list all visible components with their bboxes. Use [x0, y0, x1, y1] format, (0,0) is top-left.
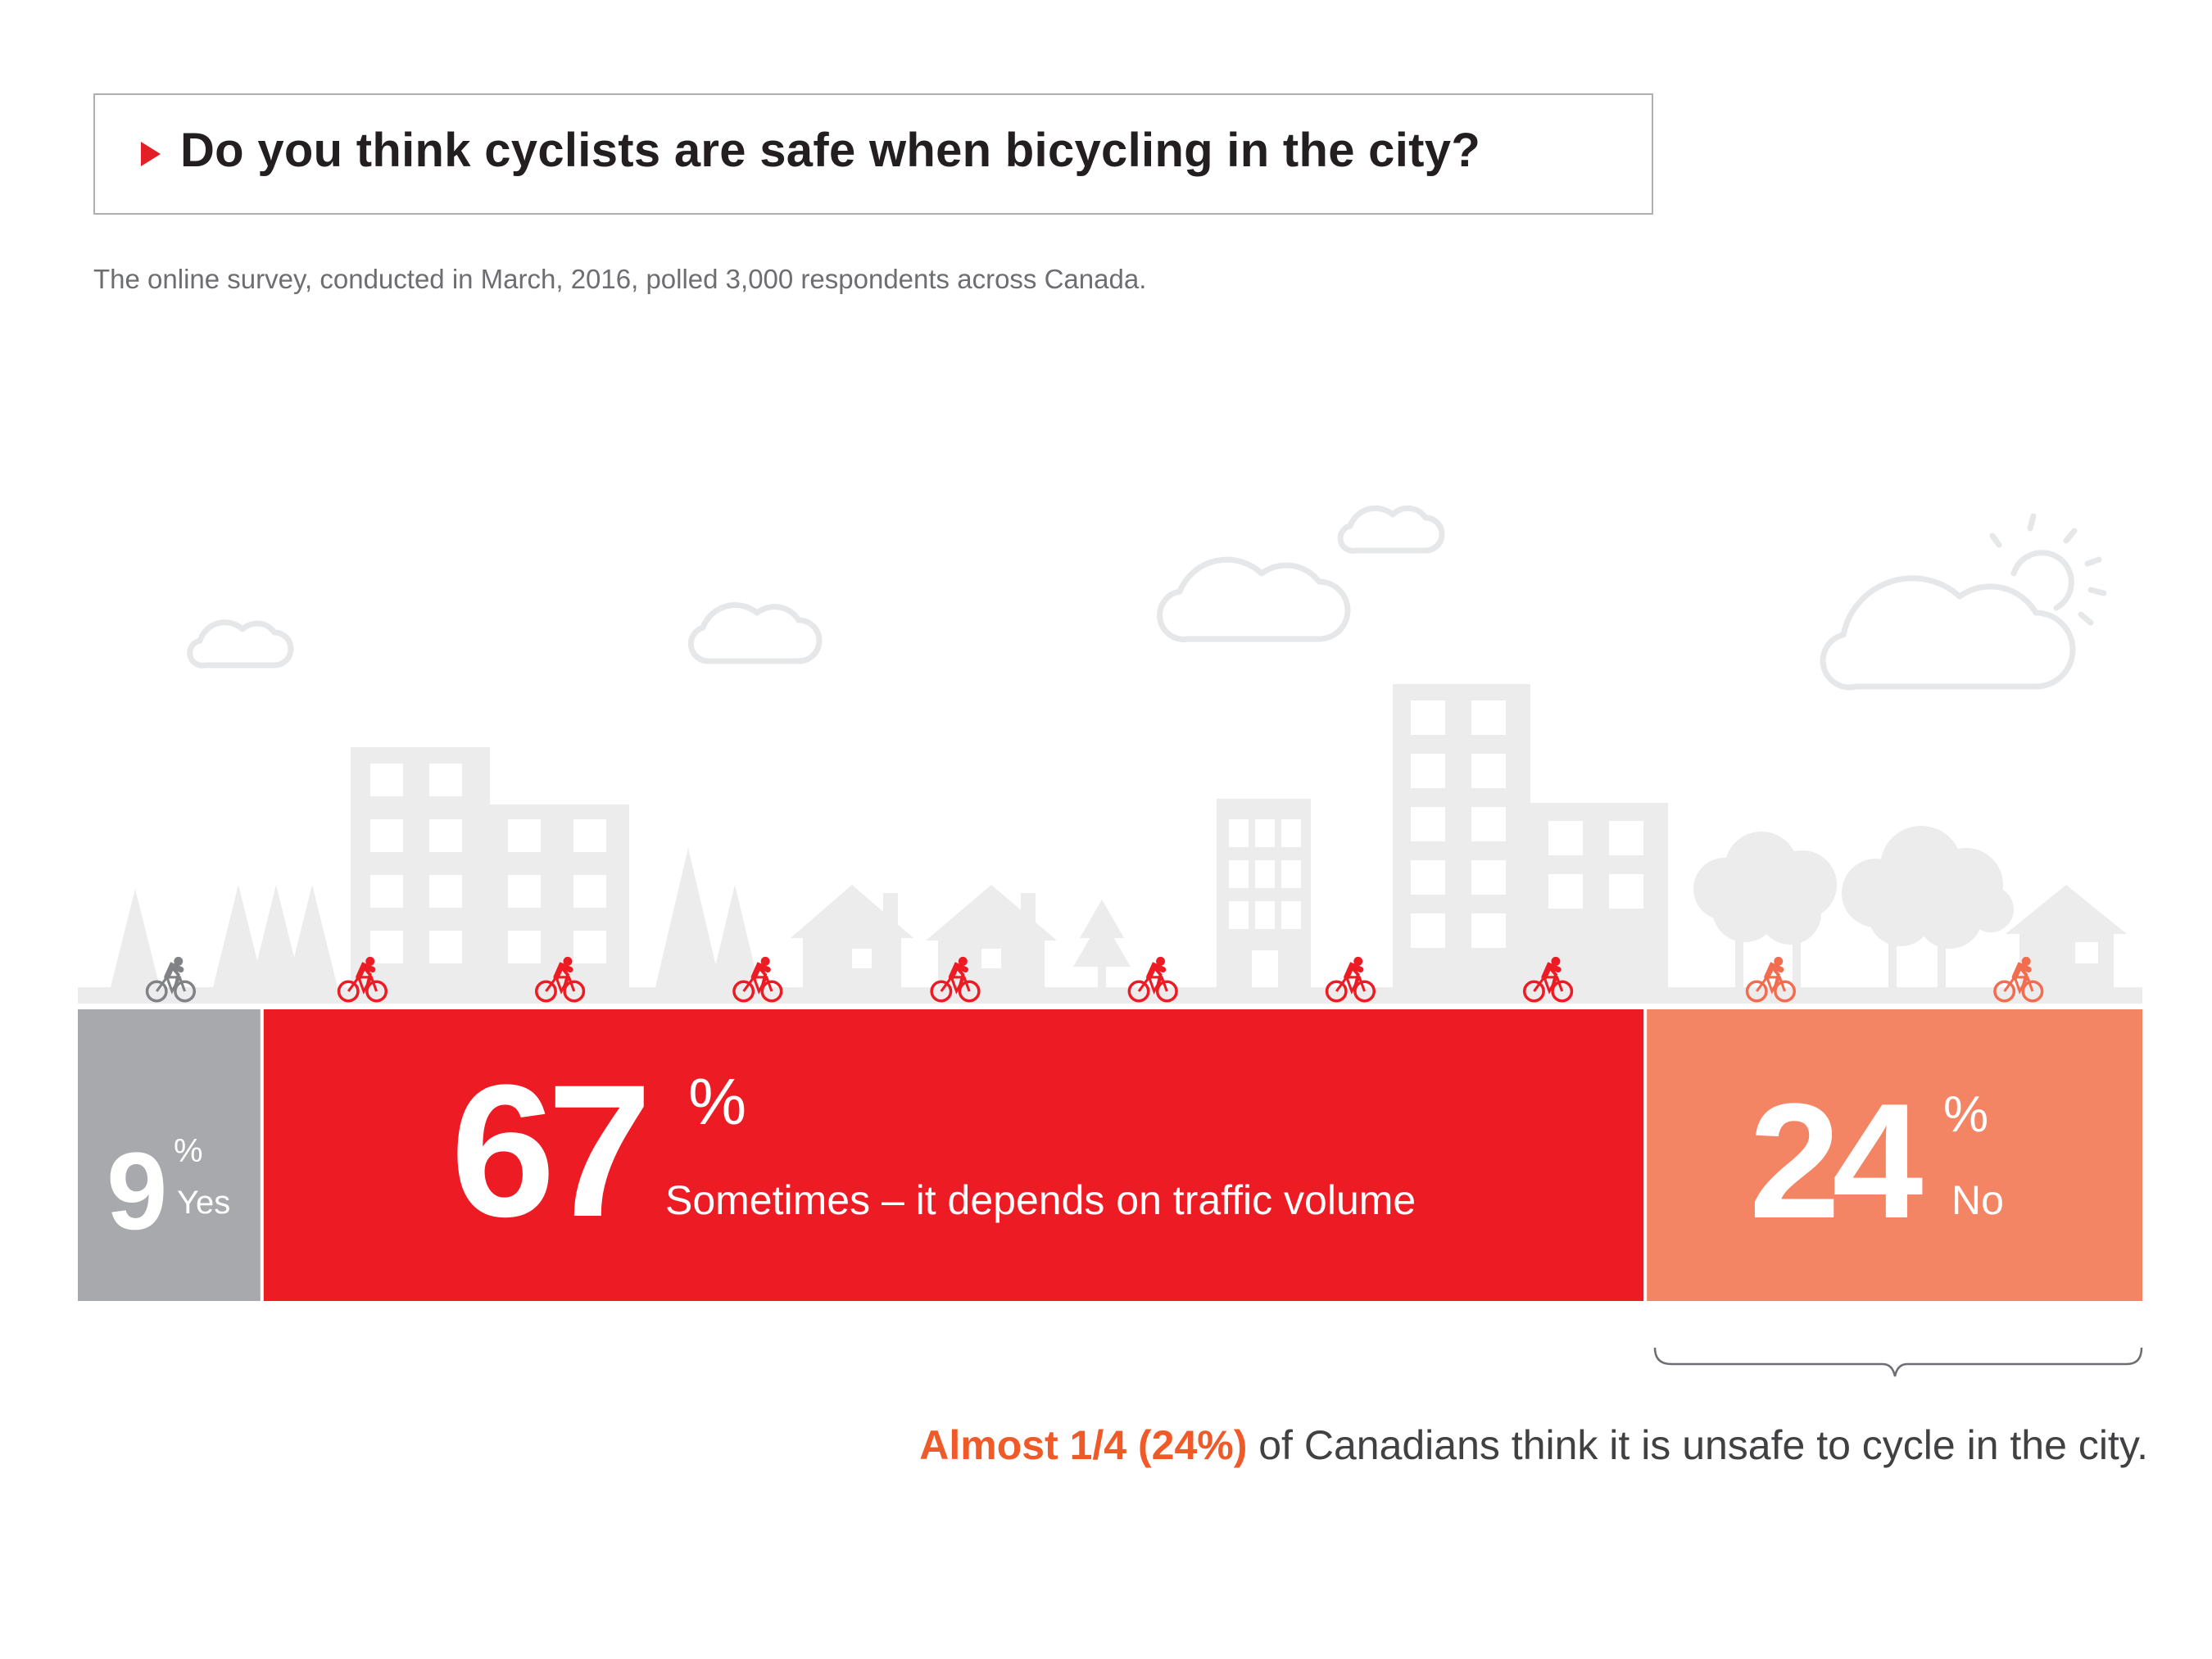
- cloud-icon: [687, 602, 823, 664]
- cloud-icon: [1157, 556, 1351, 642]
- cloud-icon: [1820, 575, 2076, 691]
- chart-title: Do you think cyclists are safe when bicy…: [180, 124, 1481, 177]
- bar-segment-no: [1647, 1009, 2142, 1301]
- tree-icon: [1073, 900, 1131, 987]
- ground-strip: [78, 987, 2142, 1004]
- pine-trees-middle: [655, 848, 759, 987]
- segment-yes-label: 9: [107, 1137, 168, 1247]
- yes-value: 9: [107, 1131, 168, 1253]
- footnote-highlight: Almost 1/4 (24%): [919, 1422, 1248, 1468]
- no-value: 24: [1749, 1070, 1923, 1253]
- sometimes-value: 67: [451, 1045, 652, 1256]
- segment-sometimes-label: 67: [451, 1057, 652, 1245]
- cloud-icon: [187, 619, 294, 669]
- building-icon: [1217, 799, 1311, 987]
- sun-icon: [1989, 513, 2107, 626]
- yes-category-label: Yes: [177, 1185, 231, 1221]
- bar-segment-yes: [78, 1009, 261, 1301]
- city-skyline: [78, 684, 2142, 1004]
- house-icon: [791, 885, 913, 987]
- footnote: Almost 1/4 (24%) of Canadians think it i…: [919, 1421, 2148, 1469]
- no-category-label: No: [1951, 1177, 2004, 1223]
- deciduous-trees: [1693, 826, 2014, 987]
- clouds: [187, 505, 2076, 691]
- sometimes-category-label: Sometimes – it depends on traffic volume: [665, 1177, 1416, 1223]
- stacked-bar: [78, 1009, 2142, 1301]
- cloud-icon: [1337, 505, 1445, 554]
- bullet-arrow-icon: [141, 142, 161, 166]
- building-icon: [351, 747, 629, 987]
- pine-trees-left: [111, 885, 338, 987]
- house-icon: [926, 885, 1057, 987]
- segment-no-label: 24: [1749, 1080, 1923, 1244]
- no-unit: %: [1943, 1086, 1989, 1143]
- footnote-text: of Canadians think it is unsafe to cycle…: [1247, 1422, 2148, 1468]
- yes-unit: %: [174, 1133, 203, 1169]
- house-icon: [2006, 885, 2127, 987]
- title-box: Do you think cyclists are safe when bicy…: [93, 93, 1653, 215]
- chart-subtitle: The online survey, conducted in March, 2…: [93, 264, 1147, 294]
- sometimes-unit: %: [688, 1065, 747, 1138]
- building-icon: [1393, 684, 1668, 987]
- bar-segment-sometimes: [263, 1009, 1644, 1301]
